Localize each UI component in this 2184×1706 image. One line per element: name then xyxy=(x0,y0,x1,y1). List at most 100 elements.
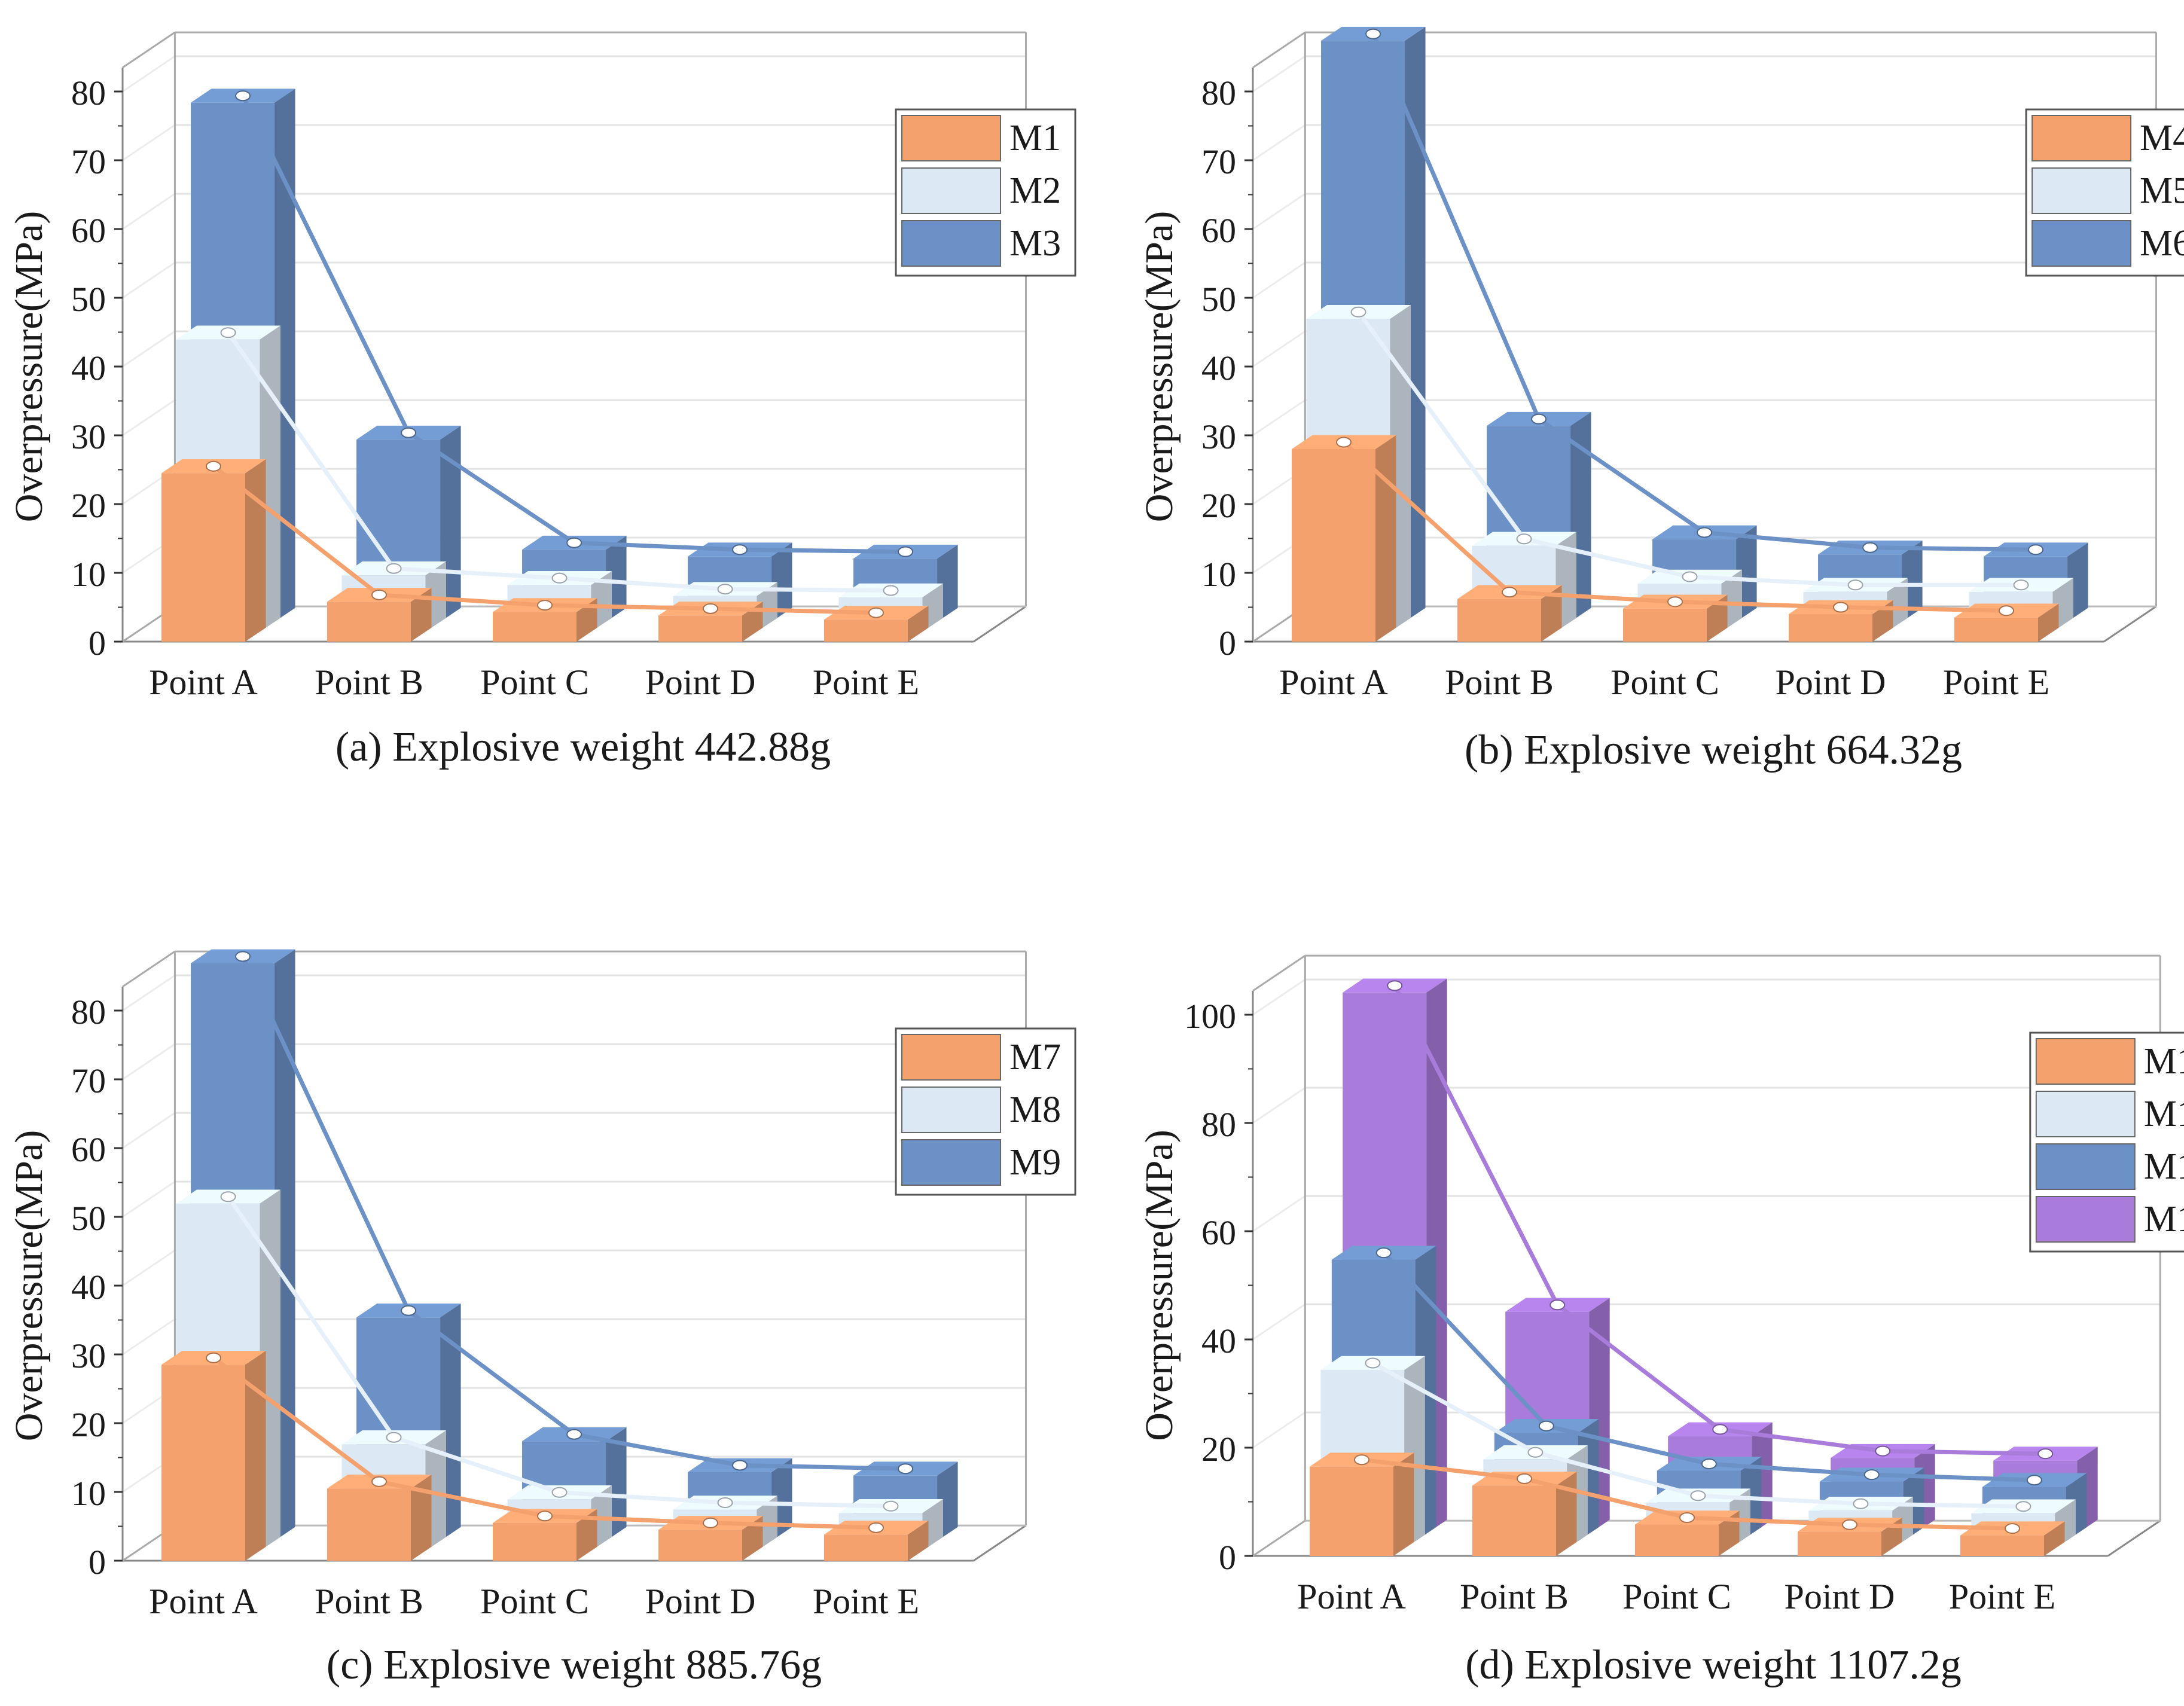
series-line-M6 xyxy=(1371,33,2036,552)
data-point xyxy=(1531,413,1547,425)
data-point xyxy=(1667,596,1683,608)
x-ticks: Point A Point B Point C Point D Point E xyxy=(149,1582,919,1621)
y-tick-label: 10 xyxy=(1201,555,1236,594)
x-tick-label: Point E xyxy=(1943,663,2049,702)
data-point xyxy=(703,1517,719,1528)
data-point xyxy=(1701,1458,1717,1470)
data-point xyxy=(2015,1501,2032,1512)
x-tick-label: Point D xyxy=(1784,1577,1895,1616)
legend-label: M6 xyxy=(2140,223,2184,264)
floor-right-edge xyxy=(2107,1519,2161,1557)
y-axis-label: Overpressure(MPa) xyxy=(1137,211,1181,523)
legend-swatch xyxy=(2035,1143,2136,1190)
x-tick-label: Point E xyxy=(813,1582,919,1621)
y-tick-label: 40 xyxy=(71,1268,106,1307)
data-point xyxy=(2013,579,2029,591)
y-axis-label: Overpressure(MPa) xyxy=(7,1130,51,1442)
side-gridline xyxy=(122,1249,176,1287)
legend-label: M2 xyxy=(1009,170,1061,211)
legend-label: M4 xyxy=(2140,118,2184,158)
data-point xyxy=(537,1510,553,1522)
bar-front xyxy=(327,1488,411,1561)
data-point xyxy=(1375,1247,1392,1259)
data-point xyxy=(386,563,402,574)
data-point xyxy=(2028,544,2044,556)
side-gridline xyxy=(1252,978,1306,1016)
x-tick-label: Point C xyxy=(1610,663,1719,702)
y-tick-label: 70 xyxy=(71,142,106,181)
data-point xyxy=(2037,1448,2054,1460)
bar-front xyxy=(1789,614,1872,642)
series-line-M13 xyxy=(1393,984,2046,1456)
side-gridline xyxy=(1252,1303,1306,1341)
y-tick-label: 0 xyxy=(1219,1538,1236,1577)
y-tick-label: 70 xyxy=(1201,142,1236,181)
data-point xyxy=(1527,1446,1544,1458)
data-point xyxy=(1336,437,1352,448)
data-point xyxy=(868,1522,884,1533)
y-tick-label: 60 xyxy=(1201,211,1236,250)
data-point xyxy=(371,1476,388,1487)
side-gridline xyxy=(1252,1411,1306,1449)
bar-front xyxy=(1954,617,2038,642)
bar-front xyxy=(1960,1535,2044,1556)
legend-label: M13 xyxy=(2144,1199,2184,1240)
floor-right-edge xyxy=(973,605,1027,643)
data-point xyxy=(1847,579,1863,591)
bars xyxy=(161,949,958,1561)
y-tick-label: 80 xyxy=(1201,74,1236,112)
data-point xyxy=(1875,1445,1891,1457)
side-gridline xyxy=(122,330,176,368)
legend-swatch xyxy=(2035,1038,2136,1085)
bar-M4-Point-E xyxy=(1954,603,2059,642)
series-M10 xyxy=(1310,1452,2065,1556)
side-gridline xyxy=(122,124,176,161)
series-M7 xyxy=(161,1351,929,1561)
bar-front xyxy=(493,612,576,642)
data-point xyxy=(401,427,417,438)
x-tick-label: Point A xyxy=(1279,663,1388,702)
chart-1: 0 10 20 30 40 50 60 70 80 Overpressure(MPa) Point … xyxy=(1137,26,2184,702)
bar-M4-Point-D xyxy=(1789,600,1893,642)
bar-front xyxy=(658,615,742,642)
data-point xyxy=(206,1352,222,1363)
bar-side xyxy=(1393,1452,1414,1556)
legend: M4 M5 M6 xyxy=(2025,108,2184,277)
bars xyxy=(1292,26,2088,642)
x-tick-label: Point B xyxy=(1460,1577,1569,1616)
data-point xyxy=(1853,1498,1869,1509)
data-point xyxy=(1365,28,1381,39)
bar-M4-Point-A xyxy=(1292,435,1396,642)
data-point xyxy=(220,327,236,338)
side-gridline xyxy=(1252,1087,1306,1124)
data-point xyxy=(220,1191,236,1203)
data-point xyxy=(1697,527,1713,538)
y-tick-label: 20 xyxy=(1201,1430,1236,1469)
legend: M7 M8 M9 xyxy=(895,1027,1076,1196)
bar-side xyxy=(2038,603,2059,642)
x-ticks: Point A Point B Point C Point D Point E xyxy=(1297,1577,2055,1616)
bar-front xyxy=(824,619,908,642)
legend-swatch xyxy=(901,1139,1002,1186)
bar-front xyxy=(327,602,411,642)
data-point xyxy=(386,1432,402,1443)
data-point xyxy=(1517,1473,1533,1484)
x-tick-label: Point B xyxy=(315,1582,423,1621)
legend-swatch xyxy=(901,115,1002,161)
side-gridline xyxy=(1252,1195,1306,1232)
data-point xyxy=(1350,306,1366,318)
bar-front xyxy=(161,473,245,642)
data-point xyxy=(732,544,748,556)
bar-side xyxy=(1872,600,1893,642)
bar-front xyxy=(1798,1531,1881,1556)
y-tick-label: 20 xyxy=(71,486,106,525)
y-tick-label: 80 xyxy=(71,993,106,1031)
side-gridline xyxy=(1252,55,1306,93)
x-tick-label: Point E xyxy=(813,663,919,702)
y-tick-label: 70 xyxy=(71,1061,106,1100)
bar-front xyxy=(161,1365,245,1561)
x-tick-label: Point A xyxy=(1297,1577,1406,1616)
data-point xyxy=(1682,571,1698,582)
y-tick-label: 40 xyxy=(71,349,106,387)
